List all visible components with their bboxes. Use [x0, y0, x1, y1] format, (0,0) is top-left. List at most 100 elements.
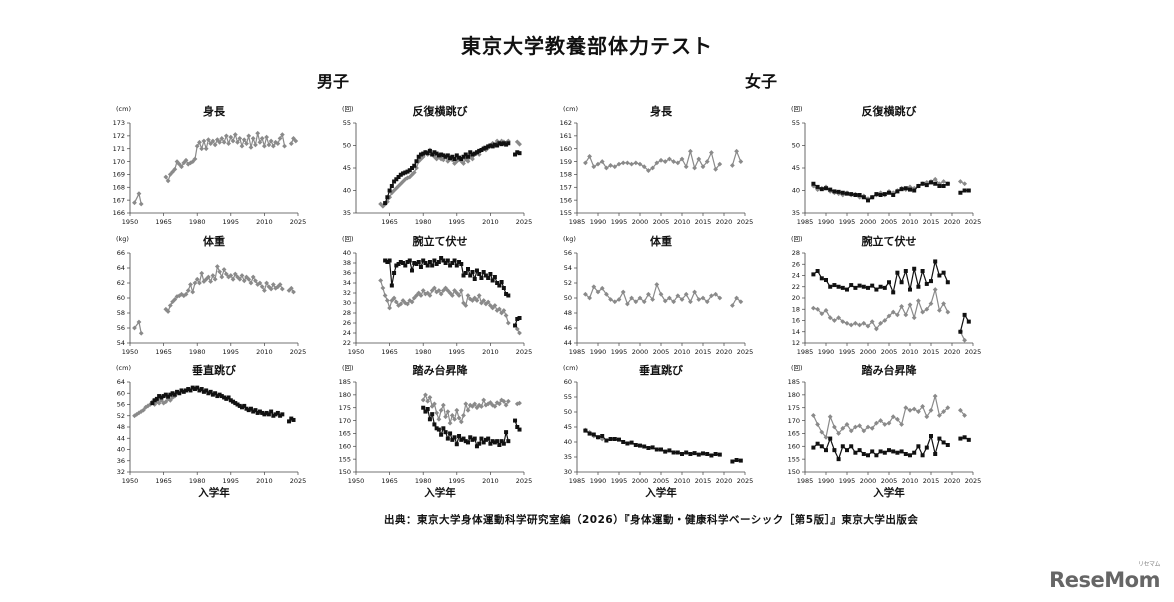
data-point — [692, 451, 697, 456]
data-point — [459, 157, 464, 161]
data-point — [515, 425, 520, 429]
data-point — [479, 276, 484, 280]
y-tick-label: 158 — [560, 171, 572, 179]
data-point — [222, 395, 227, 400]
data-point — [608, 437, 613, 441]
data-point — [217, 392, 222, 397]
data-point — [865, 323, 871, 329]
data-point — [457, 434, 462, 438]
data-point — [421, 258, 426, 263]
data-point — [380, 285, 386, 291]
data-point — [887, 448, 891, 453]
x-tick-label: 1995 — [611, 218, 628, 226]
y-tick-label: 180 — [788, 391, 800, 399]
data-point — [497, 443, 502, 447]
x-tick-label: 1965 — [381, 348, 398, 356]
data-point — [620, 289, 626, 295]
y-tick-label: 32 — [343, 289, 351, 297]
data-point — [432, 422, 437, 427]
x-tick-label: 1985 — [797, 218, 814, 226]
data-point — [264, 280, 270, 286]
y-tick-label: 44 — [117, 434, 125, 442]
y-tick-label: 30 — [343, 299, 351, 307]
x-tick-label: 2010 — [902, 477, 919, 485]
data-point — [957, 179, 963, 184]
y-tick-label: 34 — [343, 279, 351, 287]
data-point — [845, 191, 849, 196]
data-point — [966, 437, 971, 442]
data-point — [659, 447, 663, 452]
data-point — [257, 139, 263, 145]
data-point — [591, 432, 596, 437]
data-point — [177, 391, 182, 396]
data-point — [190, 289, 196, 295]
data-point — [620, 160, 626, 166]
x-tick-label: 1980 — [415, 348, 432, 356]
data-point — [958, 436, 963, 441]
data-point — [398, 172, 403, 177]
data-point — [188, 388, 193, 393]
data-point — [958, 407, 963, 413]
y-tick-label: 45 — [564, 423, 572, 431]
data-point — [136, 191, 142, 197]
data-point — [650, 165, 656, 171]
y-tick-label: 45 — [792, 164, 800, 172]
y-tick-label: 66 — [117, 249, 125, 257]
data-point — [378, 278, 384, 283]
data-point — [882, 318, 888, 323]
data-point — [734, 458, 739, 462]
data-point — [612, 299, 618, 305]
data-point — [201, 389, 206, 394]
data-point — [474, 150, 479, 155]
data-point — [819, 444, 824, 449]
data-point — [279, 286, 285, 292]
data-point — [886, 313, 892, 319]
x-tick-label: 1965 — [155, 477, 172, 485]
data-point — [911, 406, 917, 412]
data-point — [933, 452, 938, 456]
data-point — [443, 414, 448, 420]
data-point — [912, 266, 917, 271]
data-point — [199, 270, 205, 276]
data-point — [488, 272, 493, 276]
unit-label: (kg) — [563, 235, 576, 243]
data-point — [701, 451, 705, 456]
data-point — [468, 273, 473, 278]
data-point — [852, 320, 858, 326]
data-point — [470, 270, 475, 274]
y-tick-label: 24 — [792, 272, 800, 280]
y-tick-label: 156 — [560, 196, 572, 204]
chart-panel: 腕立て伏せ (回) 22 24 26 28 30 32 34 36 38 40 1950 1965 1980… — [342, 234, 532, 356]
data-point — [450, 261, 455, 265]
data-point — [945, 309, 951, 315]
chart-title: 垂直跳び — [639, 363, 684, 377]
data-point — [163, 174, 169, 180]
data-point — [427, 417, 432, 422]
data-point — [595, 289, 601, 295]
data-point — [899, 449, 904, 454]
data-point — [266, 412, 271, 417]
data-point — [587, 431, 592, 436]
data-point — [517, 330, 522, 336]
data-point — [920, 181, 925, 186]
data-point — [915, 298, 921, 304]
data-point — [713, 452, 718, 456]
data-point — [738, 458, 743, 463]
data-point — [172, 166, 178, 172]
data-point — [810, 305, 816, 311]
data-point — [866, 198, 870, 203]
data-point — [849, 192, 854, 197]
data-point — [382, 293, 388, 298]
data-point — [454, 442, 459, 447]
data-point — [458, 419, 464, 425]
data-point — [633, 160, 639, 166]
data-point — [832, 448, 837, 453]
data-point — [658, 157, 664, 163]
data-point — [958, 190, 963, 195]
data-point — [932, 287, 938, 292]
data-point — [430, 263, 435, 268]
data-point — [434, 410, 440, 416]
data-point — [878, 320, 883, 326]
data-point — [853, 193, 858, 197]
data-point — [248, 144, 254, 150]
